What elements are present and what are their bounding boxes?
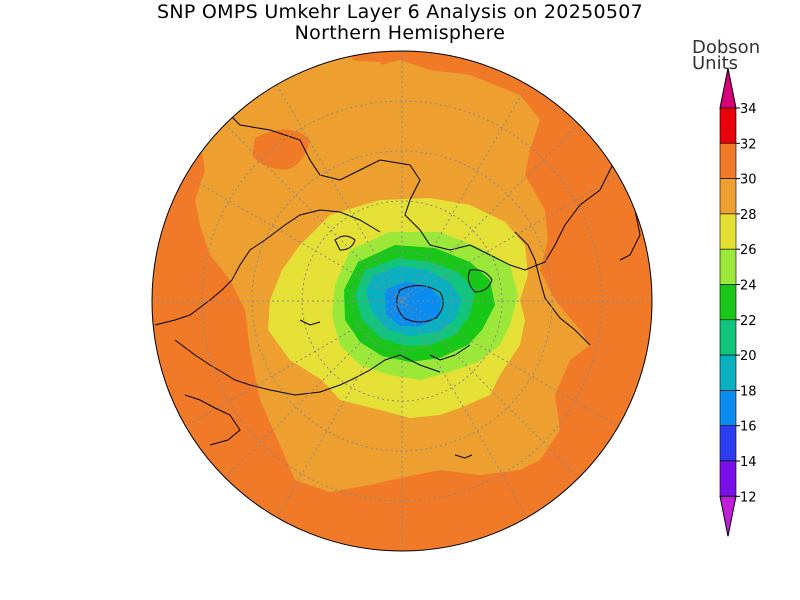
colorbar-over-arrow bbox=[719, 67, 737, 109]
units-line1: Dobson bbox=[692, 37, 761, 58]
colorbar-tick-label: 12 bbox=[740, 490, 757, 505]
colorbar-bin bbox=[719, 143, 737, 179]
colorbar-tick-label: 32 bbox=[740, 137, 757, 152]
map-title: SNP OMPS Umkehr Layer 6 Analysis on 2025… bbox=[156, 1, 644, 23]
colorbar-units: Dobson Units bbox=[692, 37, 761, 74]
colorbar-bin bbox=[719, 425, 737, 462]
units-line2: Units bbox=[692, 53, 739, 74]
colorbar-tick-label: 26 bbox=[740, 243, 757, 258]
colorbar-bin bbox=[719, 460, 737, 497]
colorbar-tick-label: 18 bbox=[740, 384, 757, 399]
colorbar-bin bbox=[719, 178, 737, 215]
colorbar-under-arrow bbox=[719, 495, 737, 537]
colorbar-tick-label: 30 bbox=[740, 173, 757, 188]
colorbar-bin bbox=[719, 284, 737, 321]
colorbar-bin bbox=[719, 107, 737, 144]
colorbar-tick-label: 34 bbox=[740, 102, 757, 117]
region-30-32-spot-north bbox=[252, 129, 310, 170]
colorbar-tick-label: 24 bbox=[740, 279, 757, 294]
colorbar-bin bbox=[719, 390, 737, 426]
colorbar-bin bbox=[719, 319, 737, 356]
colorbar-bin bbox=[719, 213, 737, 250]
colorbar: 34 32 30 28 26 24 22 20 18 16 14 12 bbox=[719, 67, 757, 537]
colorbar-tick-label: 22 bbox=[740, 314, 757, 329]
colorbar-tick-label: 14 bbox=[740, 455, 757, 470]
map-boundary bbox=[151, 50, 653, 552]
title-block: SNP OMPS Umkehr Layer 6 Analysis on 2025… bbox=[0, 2, 800, 44]
colorbar-bin bbox=[719, 354, 737, 391]
colorbar-tick-label: 28 bbox=[740, 208, 757, 223]
region-16-18 bbox=[385, 282, 442, 326]
map-subtitle: Northern Hemisphere bbox=[294, 22, 506, 44]
graticule bbox=[152, 51, 652, 551]
colorbar-bin bbox=[719, 248, 737, 285]
colorbar-tick-label: 16 bbox=[740, 420, 757, 435]
region-28-30-north-notch bbox=[340, 60, 395, 120]
colorbar-tick-label: 20 bbox=[740, 349, 757, 364]
